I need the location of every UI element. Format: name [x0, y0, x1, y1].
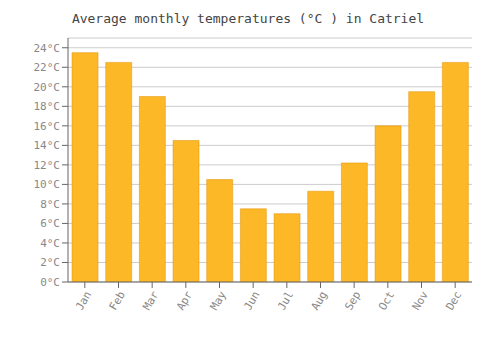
svg-text:16°C: 16°C: [34, 120, 61, 133]
svg-text:20°C: 20°C: [34, 81, 61, 94]
svg-text:Jan: Jan: [73, 289, 94, 313]
svg-text:Dec: Dec: [443, 289, 464, 313]
svg-text:10°C: 10°C: [34, 178, 61, 191]
html-text:Average monthly temperatures (: Average monthly temperatures (°C ) in Ca…: [71, 11, 425, 26]
svg-text:Oct: Oct: [376, 289, 397, 313]
svg-text:Aug: Aug: [309, 289, 330, 313]
svg-text:Apr: Apr: [174, 289, 195, 313]
svg-text:2°C: 2°C: [40, 256, 60, 269]
svg-text:24°C: 24°C: [34, 42, 61, 55]
svg-text:14°C: 14°C: [34, 139, 61, 152]
svg-text:Jul: Jul: [275, 289, 296, 313]
svg-text:8°C: 8°C: [40, 198, 60, 211]
svg-text:Jun: Jun: [241, 289, 262, 313]
svg-text:Feb: Feb: [107, 289, 128, 313]
svg-text:18°C: 18°C: [34, 100, 61, 113]
svg-text:Mar: Mar: [140, 289, 161, 313]
svg-text:Nov: Nov: [410, 289, 431, 313]
svg-text:0°C: 0°C: [40, 276, 60, 289]
svg-text:22°C: 22°C: [34, 61, 61, 74]
svg-text:May: May: [208, 289, 229, 313]
svg-text:Sep: Sep: [342, 289, 363, 313]
svg-text:4°C: 4°C: [40, 237, 60, 250]
svg-text:6°C: 6°C: [40, 217, 60, 230]
svg-text:12°C: 12°C: [34, 159, 61, 172]
